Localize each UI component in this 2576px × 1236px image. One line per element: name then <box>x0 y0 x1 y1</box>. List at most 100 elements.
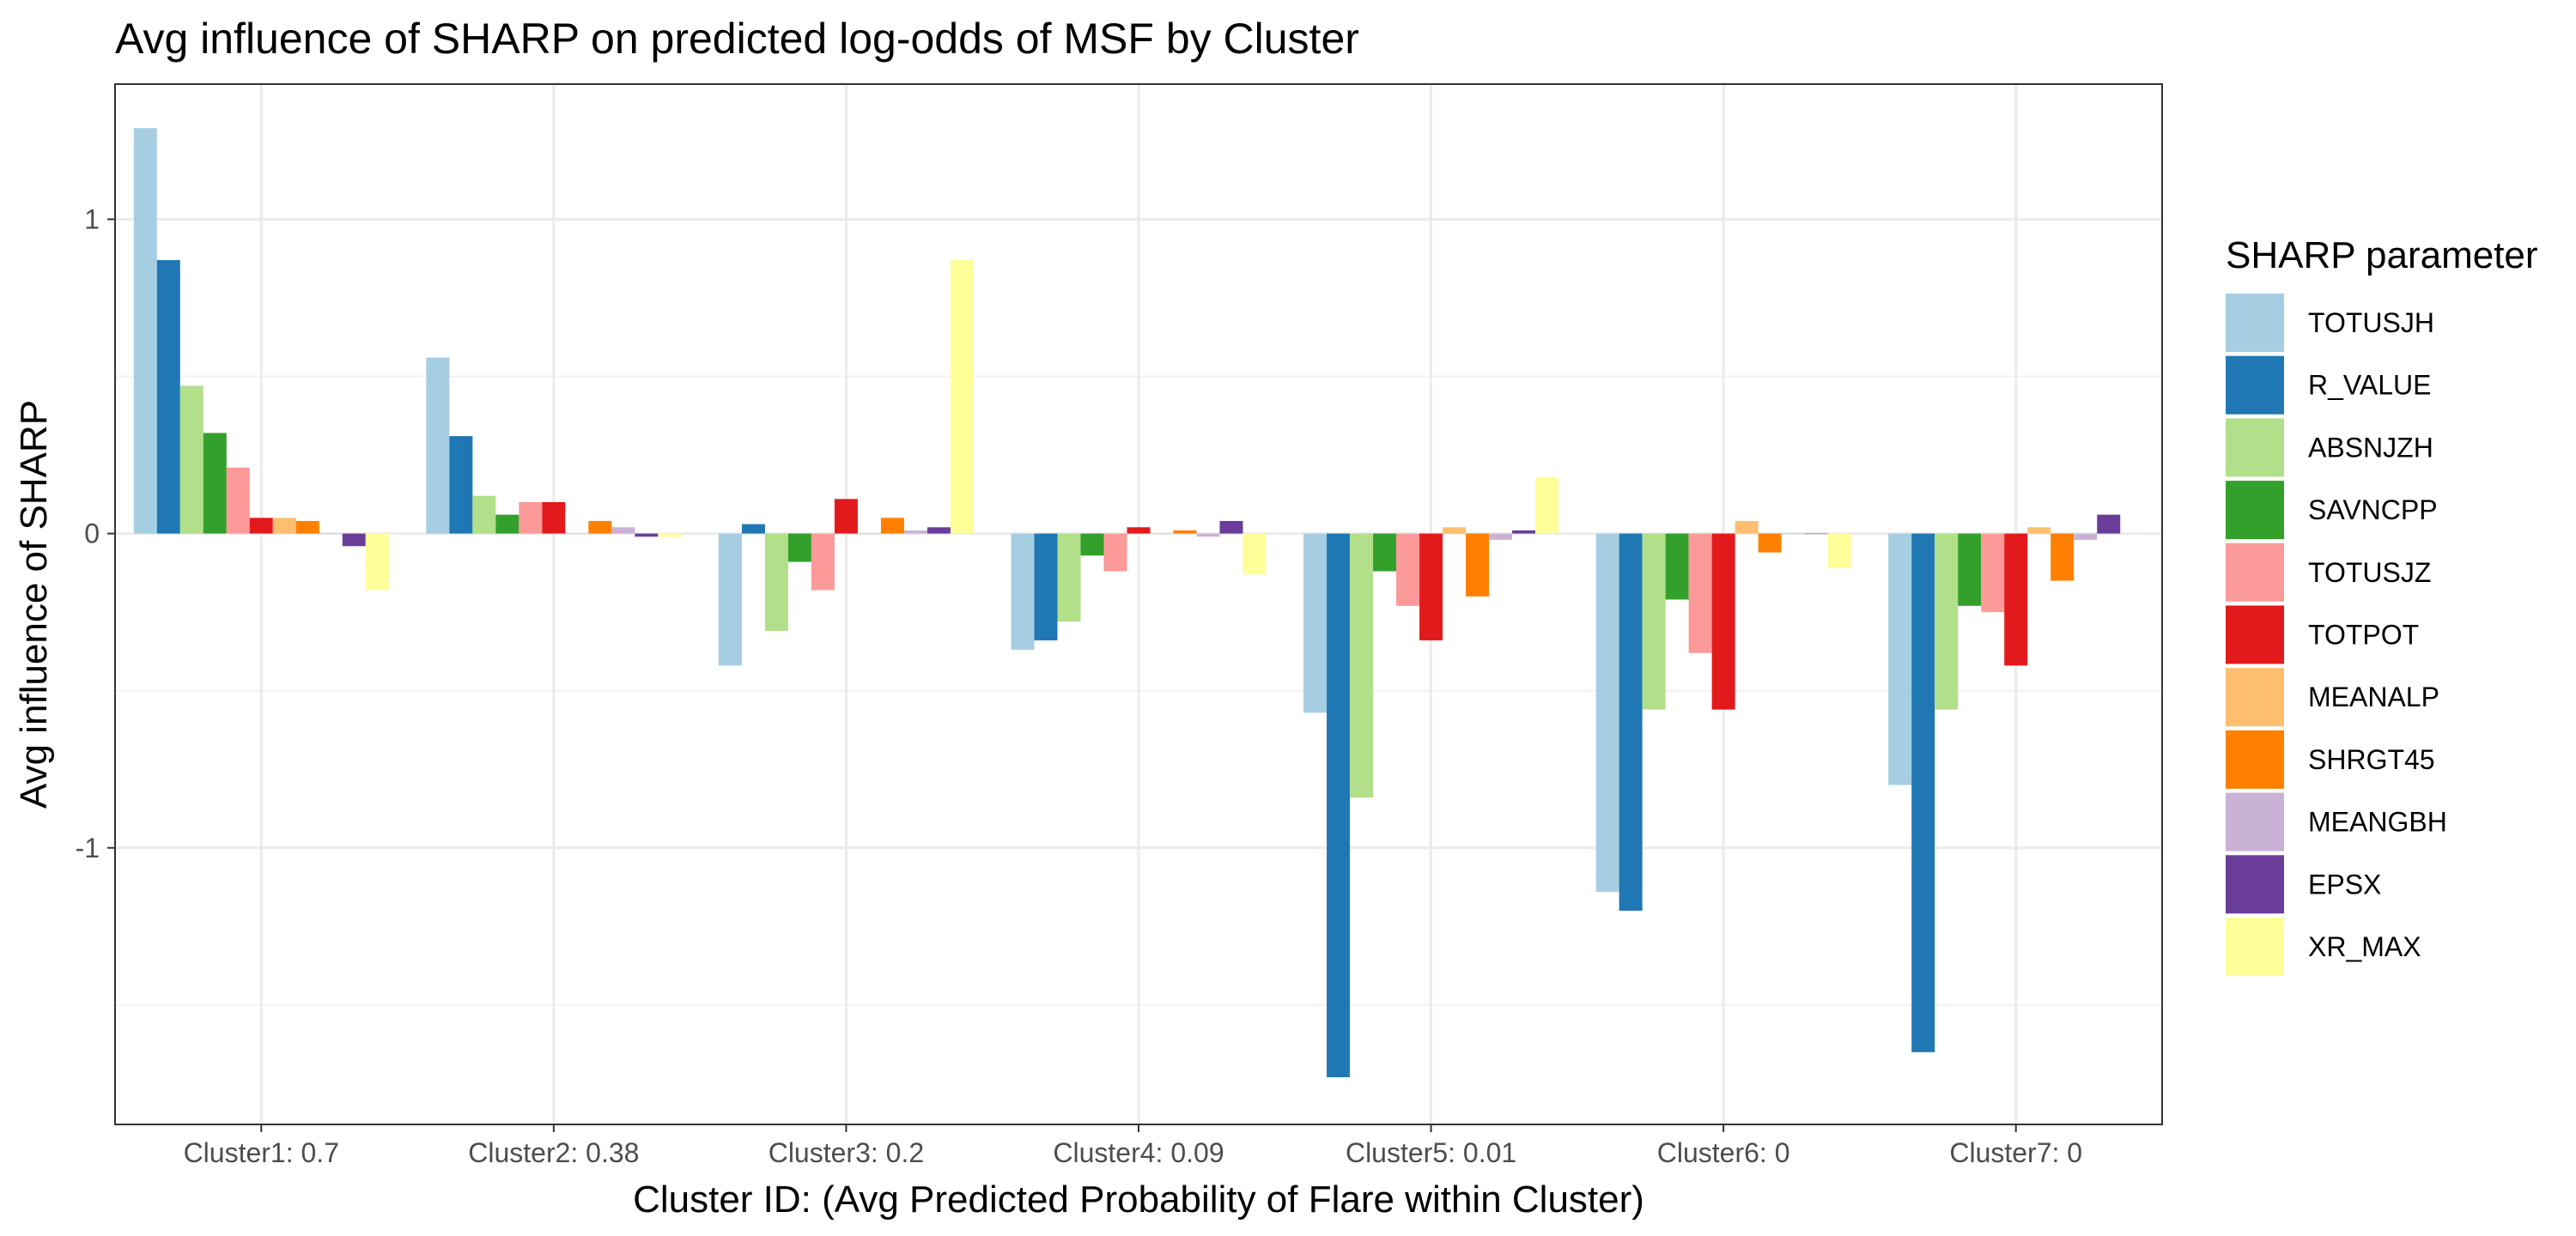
legend-key-xr-max <box>2226 918 2284 976</box>
bar-shrgt45-cluster6 <box>1758 533 1782 553</box>
bar-xr-max-cluster4 <box>1242 533 1267 575</box>
bar-totusjz-cluster1 <box>226 467 250 534</box>
bar-shrgt45-cluster3 <box>880 518 904 534</box>
bar-totpot-cluster3 <box>834 499 858 534</box>
bar-meangbh-cluster2 <box>611 527 635 534</box>
bar-r-value-cluster6 <box>1619 533 1643 912</box>
legend-key-savncpp <box>2226 481 2284 540</box>
bar-epsx-cluster5 <box>1512 530 1536 534</box>
bar-savncpp-cluster6 <box>1665 533 1689 600</box>
bar-savncpp-cluster2 <box>495 514 519 534</box>
legend-key-absnjzh <box>2226 418 2284 477</box>
legend-label-epsx: EPSX <box>2308 869 2381 900</box>
bar-xr-max-cluster3 <box>950 260 974 534</box>
bar-savncpp-cluster7 <box>1958 533 1982 606</box>
bar-totusjh-cluster3 <box>718 533 742 666</box>
bar-meangbh-cluster6 <box>1781 533 1805 535</box>
bar-totpot-cluster4 <box>1127 527 1151 534</box>
bar-r-value-cluster4 <box>1034 533 1058 641</box>
bar-absnjzh-cluster5 <box>1350 533 1374 798</box>
bar-savncpp-cluster5 <box>1373 533 1397 572</box>
bar-r-value-cluster3 <box>741 524 765 534</box>
legend-label-xr-max: XR_MAX <box>2308 931 2421 962</box>
bar-totpot-cluster2 <box>542 501 566 534</box>
legend-key-shrgt45 <box>2226 730 2284 789</box>
bar-epsx-cluster7 <box>2097 514 2121 534</box>
legend-key-totpot <box>2226 605 2284 664</box>
bar-meangbh-cluster3 <box>903 530 927 534</box>
y-axis-title: Avg influence of SHARP <box>13 400 55 809</box>
x-tick-label: Cluster3: 0.2 <box>769 1137 924 1168</box>
bar-epsx-cluster2 <box>635 533 659 537</box>
bar-meanalp-cluster2 <box>565 533 589 535</box>
bar-meanalp-cluster5 <box>1443 527 1467 534</box>
legend-label-meangbh: MEANGBH <box>2308 807 2447 838</box>
bar-epsx-cluster3 <box>927 527 951 534</box>
bar-meangbh-cluster5 <box>1489 533 1513 540</box>
bar-meanalp-cluster6 <box>1735 520 1759 534</box>
bar-savncpp-cluster3 <box>787 533 811 562</box>
bar-totusjz-cluster2 <box>519 501 543 534</box>
bar-totpot-cluster6 <box>1711 533 1735 710</box>
bar-meangbh-cluster7 <box>2074 533 2098 540</box>
bar-r-value-cluster2 <box>449 436 473 534</box>
bar-absnjzh-cluster6 <box>1642 533 1666 710</box>
legend-key-meangbh <box>2226 792 2284 851</box>
bar-totpot-cluster1 <box>249 518 273 534</box>
bar-xr-max-cluster5 <box>1535 476 1559 534</box>
bar-totusjz-cluster5 <box>1396 533 1420 606</box>
bar-r-value-cluster5 <box>1327 533 1351 1078</box>
legend-key-r-value <box>2226 355 2284 415</box>
legend-key-epsx <box>2226 855 2284 914</box>
bar-meanalp-cluster1 <box>272 518 296 534</box>
bar-meanalp-cluster4 <box>1150 533 1174 535</box>
x-tick-label: Cluster5: 0.01 <box>1346 1137 1516 1168</box>
bar-totusjz-cluster4 <box>1103 533 1127 572</box>
bar-totusjh-cluster6 <box>1595 533 1619 893</box>
bar-absnjzh-cluster2 <box>472 495 496 534</box>
bar-absnjzh-cluster1 <box>179 385 204 534</box>
x-axis: Cluster1: 0.7 Cluster2: 0.38 Cluster3: 0.2… <box>184 1124 2082 1168</box>
bar-totpot-cluster5 <box>1419 533 1443 641</box>
bar-totusjz-cluster3 <box>811 533 835 591</box>
x-axis-title: Cluster ID: (Avg Predicted Probability o… <box>633 1178 1644 1221</box>
bar-shrgt45-cluster5 <box>1466 533 1490 597</box>
x-tick-label: Cluster1: 0.7 <box>184 1137 339 1168</box>
bar-absnjzh-cluster7 <box>1935 533 1959 710</box>
legend-key-totusjh <box>2226 294 2284 352</box>
x-tick-label: Cluster2: 0.38 <box>468 1137 639 1168</box>
legend-label-totusjh: TOTUSJH <box>2308 307 2434 338</box>
legend-label-meanalp: MEANALP <box>2308 682 2439 712</box>
bar-shrgt45-cluster7 <box>2050 533 2075 581</box>
bar-totpot-cluster7 <box>2004 533 2028 666</box>
bar-xr-max-cluster6 <box>1827 533 1851 568</box>
bar-epsx-cluster4 <box>1219 520 1243 534</box>
bar-r-value-cluster7 <box>1911 533 1935 1052</box>
y-tick-label: 0 <box>84 518 100 549</box>
legend-key-totusjz <box>2226 542 2284 602</box>
bar-epsx-cluster1 <box>342 533 366 547</box>
legend-label-savncpp: SAVNCPP <box>2308 494 2438 525</box>
bar-savncpp-cluster1 <box>203 433 227 534</box>
bars <box>133 128 2144 1078</box>
bar-absnjzh-cluster4 <box>1057 533 1081 622</box>
bar-totusjh-cluster7 <box>1888 533 1912 785</box>
bar-totusjh-cluster2 <box>426 357 450 534</box>
bar-totusjh-cluster5 <box>1303 533 1327 713</box>
y-axis: -1 0 1 <box>76 203 115 863</box>
bar-totusjz-cluster7 <box>1981 533 2005 613</box>
legend-label-totusjz: TOTUSJZ <box>2308 557 2431 588</box>
bar-meanalp-cluster7 <box>2027 527 2051 534</box>
bar-savncpp-cluster4 <box>1080 533 1104 556</box>
bar-totusjz-cluster6 <box>1688 533 1712 653</box>
bar-totusjh-cluster4 <box>1011 533 1035 651</box>
bar-shrgt45-cluster4 <box>1173 530 1197 534</box>
bar-xr-max-cluster2 <box>658 533 682 537</box>
legend-label-r-value: R_VALUE <box>2308 370 2431 401</box>
bar-shrgt45-cluster2 <box>588 520 612 534</box>
bar-absnjzh-cluster3 <box>764 533 788 632</box>
bar-xr-max-cluster7 <box>2120 533 2144 535</box>
y-tick-label: -1 <box>76 833 100 863</box>
bar-r-value-cluster1 <box>156 260 180 534</box>
legend-label-shrgt45: SHRGT45 <box>2308 744 2435 775</box>
